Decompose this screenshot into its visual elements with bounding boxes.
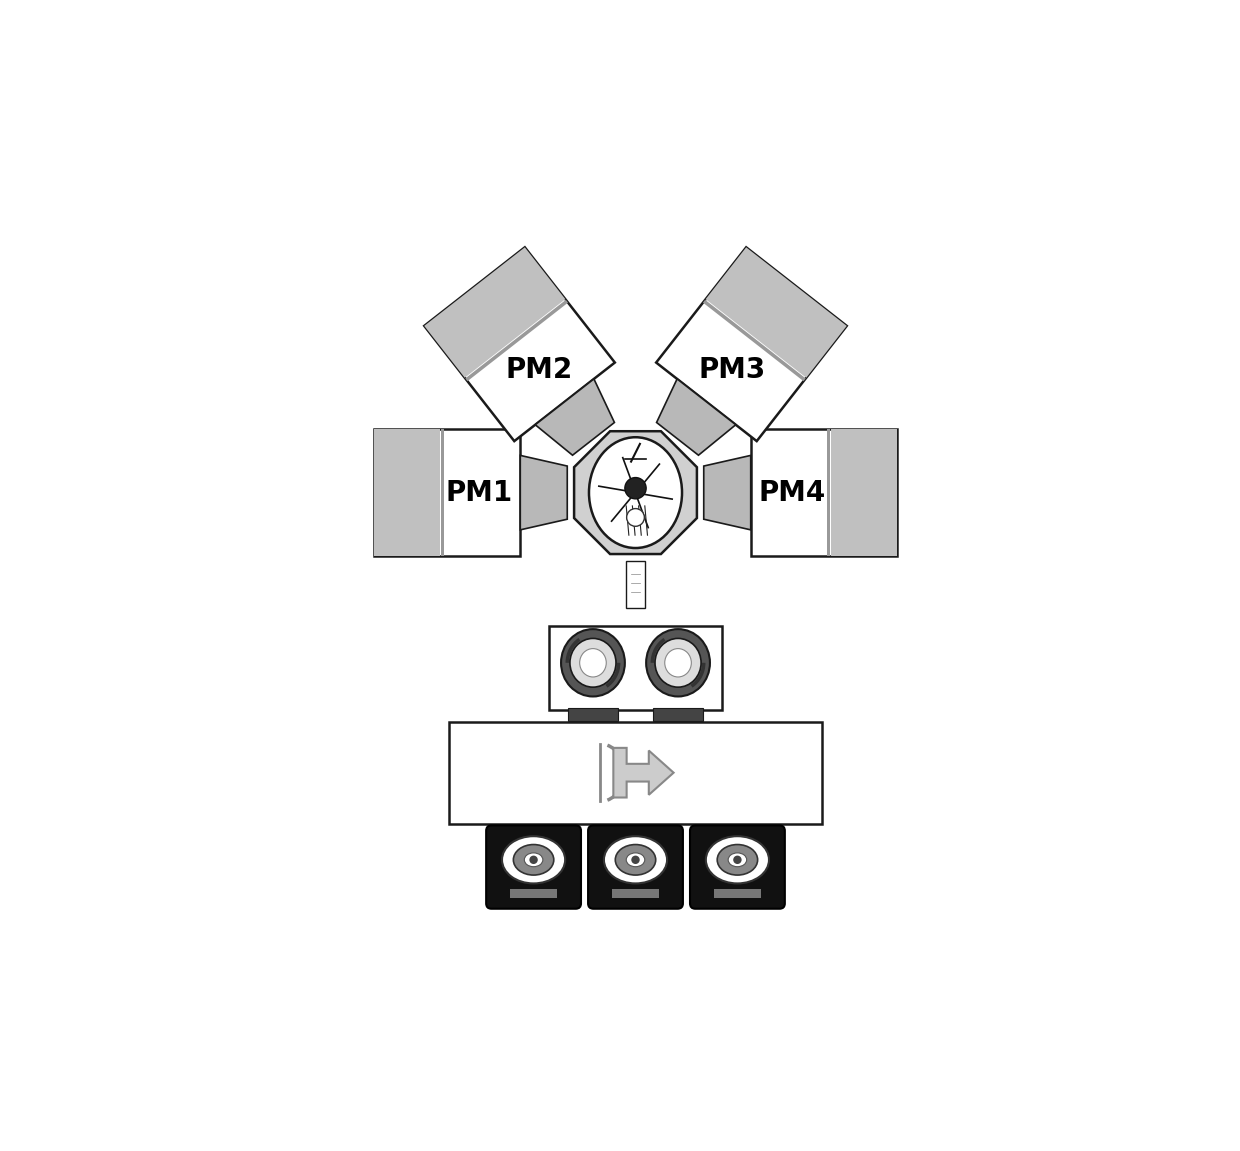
Circle shape bbox=[529, 855, 538, 864]
Polygon shape bbox=[831, 429, 897, 556]
Ellipse shape bbox=[502, 836, 565, 884]
Polygon shape bbox=[706, 247, 847, 378]
Ellipse shape bbox=[513, 845, 554, 875]
Ellipse shape bbox=[717, 845, 758, 875]
FancyBboxPatch shape bbox=[486, 825, 582, 909]
Polygon shape bbox=[656, 247, 847, 441]
Ellipse shape bbox=[655, 639, 701, 687]
Ellipse shape bbox=[589, 437, 682, 548]
Circle shape bbox=[626, 509, 645, 526]
Ellipse shape bbox=[525, 853, 543, 867]
Circle shape bbox=[625, 478, 646, 498]
FancyBboxPatch shape bbox=[689, 825, 785, 909]
Text: PM2: PM2 bbox=[506, 356, 573, 383]
Polygon shape bbox=[536, 379, 615, 456]
Ellipse shape bbox=[615, 845, 656, 875]
Polygon shape bbox=[424, 247, 565, 378]
Polygon shape bbox=[374, 429, 440, 556]
Bar bbox=[549, 626, 722, 710]
Polygon shape bbox=[614, 748, 673, 798]
Ellipse shape bbox=[579, 649, 606, 677]
Polygon shape bbox=[656, 379, 735, 456]
Polygon shape bbox=[465, 300, 568, 381]
Bar bbox=[714, 890, 761, 898]
Bar bbox=[449, 722, 822, 824]
Ellipse shape bbox=[706, 836, 769, 884]
Polygon shape bbox=[440, 429, 444, 556]
Bar bbox=[568, 708, 618, 721]
Ellipse shape bbox=[560, 630, 625, 696]
Ellipse shape bbox=[646, 630, 711, 696]
Polygon shape bbox=[750, 429, 897, 556]
Polygon shape bbox=[374, 429, 521, 556]
Ellipse shape bbox=[570, 639, 616, 687]
Ellipse shape bbox=[665, 649, 692, 677]
Polygon shape bbox=[703, 300, 806, 381]
Text: PM3: PM3 bbox=[698, 356, 765, 383]
Ellipse shape bbox=[626, 853, 645, 867]
Text: PM1: PM1 bbox=[445, 479, 513, 506]
Bar bbox=[653, 708, 703, 721]
Text: PM4: PM4 bbox=[758, 479, 826, 506]
Polygon shape bbox=[574, 432, 697, 554]
FancyBboxPatch shape bbox=[588, 825, 683, 909]
Polygon shape bbox=[424, 247, 615, 441]
Polygon shape bbox=[521, 456, 567, 529]
Bar bbox=[626, 561, 645, 608]
Bar bbox=[611, 890, 660, 898]
Circle shape bbox=[631, 855, 640, 864]
Bar bbox=[510, 890, 557, 898]
Circle shape bbox=[733, 855, 742, 864]
Ellipse shape bbox=[604, 836, 667, 884]
Polygon shape bbox=[704, 456, 750, 529]
Polygon shape bbox=[827, 429, 831, 556]
Ellipse shape bbox=[728, 853, 746, 867]
